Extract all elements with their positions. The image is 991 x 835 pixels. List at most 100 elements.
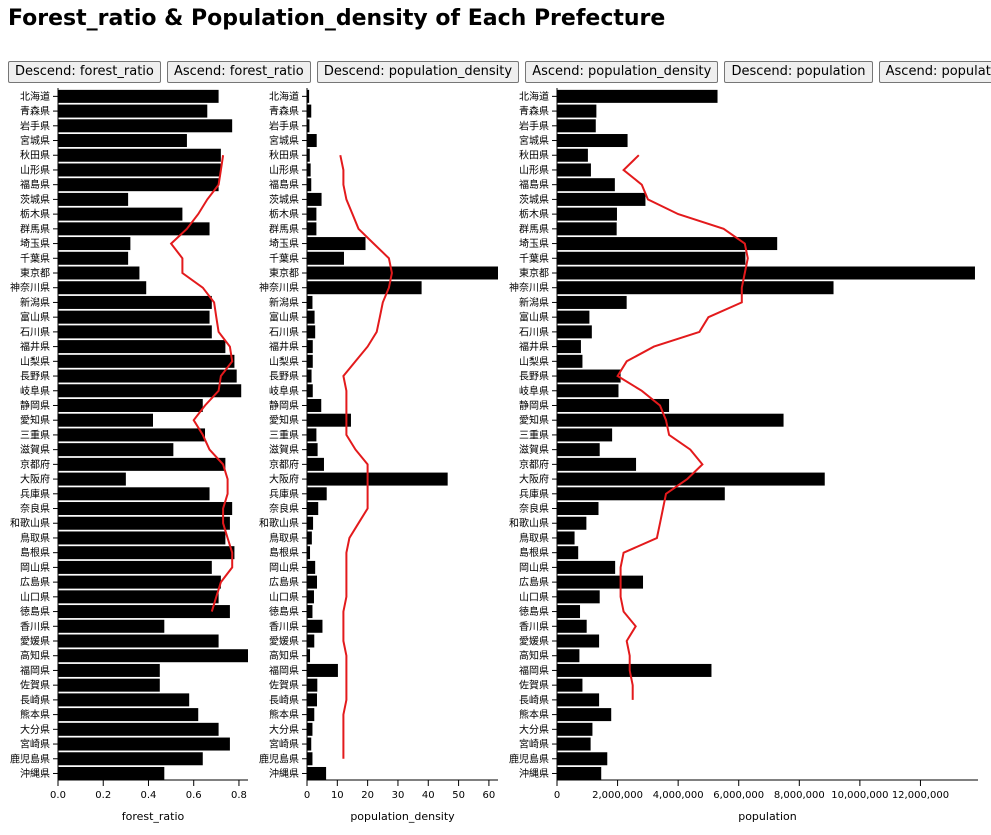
- y-tick-label: 鳥取県: [20, 531, 50, 544]
- y-tick-label: 長崎県: [519, 693, 549, 706]
- y-tick-label: 新潟県: [519, 296, 549, 309]
- bar: [307, 281, 422, 295]
- bar: [307, 178, 312, 192]
- y-tick-label: 千葉県: [20, 252, 50, 265]
- bar: [307, 89, 310, 103]
- bar: [58, 237, 131, 251]
- bar: [307, 605, 313, 619]
- descend-forest-ratio-button[interactable]: Descend: forest_ratio: [8, 60, 161, 83]
- bar: [557, 104, 597, 118]
- y-tick-label: 宮城県: [519, 134, 549, 147]
- ascend-population-button[interactable]: Ascend: population: [878, 60, 991, 83]
- x-axis-label: population_density: [350, 810, 455, 823]
- y-tick-label: 岐阜県: [20, 384, 50, 397]
- bar: [58, 281, 147, 295]
- bar: [58, 384, 242, 398]
- y-tick-label: 東京都: [269, 267, 299, 280]
- bar: [307, 428, 317, 442]
- y-tick-label: 京都府: [269, 458, 299, 471]
- y-tick-label: 福島県: [519, 178, 549, 191]
- trend-line: [169, 155, 234, 612]
- bar: [307, 222, 317, 236]
- y-tick-label: 福井県: [20, 340, 50, 353]
- y-tick-label: 福岡県: [519, 664, 549, 677]
- trend-line: [339, 154, 393, 759]
- bar: [307, 134, 317, 148]
- y-tick-label: 山梨県: [20, 355, 50, 368]
- x-tick-label: 8,000,000: [774, 790, 825, 801]
- bar: [557, 310, 590, 324]
- y-tick-label: 滋賀県: [20, 443, 50, 456]
- y-tick-label: 熊本県: [20, 708, 50, 721]
- y-tick-label: 青森県: [519, 105, 549, 118]
- x-tick-label: 50: [452, 790, 465, 801]
- bar: [307, 531, 312, 545]
- y-tick-label: 沖縄県: [519, 767, 549, 780]
- y-tick-label: 兵庫県: [519, 487, 549, 500]
- y-tick-label: 京都府: [519, 458, 549, 471]
- y-tick-label: 茨城県: [519, 193, 549, 206]
- bar: [557, 722, 593, 736]
- y-tick-label: 奈良県: [20, 502, 50, 515]
- bar: [307, 266, 498, 280]
- bar: [557, 384, 619, 398]
- bar: [58, 207, 183, 221]
- bar: [58, 134, 187, 148]
- y-tick-label: 群馬県: [20, 222, 50, 235]
- bar: [58, 472, 126, 486]
- chart-panel-2: 北海道青森県岩手県宮城県秋田県山形県福島県茨城県栃木県群馬県埼玉県千葉県東京都神…: [509, 88, 978, 823]
- bar: [307, 590, 314, 604]
- y-tick-label: 群馬県: [269, 222, 299, 235]
- bar: [307, 693, 318, 707]
- y-tick-label: 山口県: [519, 591, 549, 603]
- bar: [557, 251, 746, 265]
- y-tick-label: 佐賀県: [20, 680, 50, 692]
- y-tick-label: 佐賀県: [269, 680, 299, 692]
- bar: [557, 398, 670, 412]
- y-tick-label: 山形県: [519, 164, 549, 176]
- bar: [557, 546, 579, 560]
- y-tick-label: 北海道: [20, 90, 50, 103]
- y-tick-label: 香川県: [269, 621, 299, 633]
- bar: [58, 222, 210, 236]
- y-tick-label: 福岡県: [269, 664, 299, 677]
- y-tick-label: 高知県: [20, 649, 50, 662]
- y-tick-label: 大分県: [20, 723, 50, 736]
- y-tick-label: 千葉県: [269, 252, 299, 265]
- descend-population-button[interactable]: Descend: population: [724, 60, 873, 83]
- y-tick-label: 滋賀県: [269, 443, 299, 456]
- y-tick-label: 宮崎県: [269, 738, 299, 751]
- y-tick-label: 鹿児島県: [259, 752, 299, 765]
- trend-line: [616, 154, 749, 700]
- y-tick-label: 栃木県: [20, 208, 50, 221]
- y-tick-label: 秋田県: [519, 149, 549, 162]
- descend-population-density-button[interactable]: Descend: population_density: [316, 60, 520, 83]
- y-tick-label: 青森県: [269, 105, 299, 118]
- bar: [557, 354, 583, 368]
- x-tick-label: 0.0: [50, 790, 66, 801]
- bar: [557, 693, 600, 707]
- y-tick-label: 北海道: [269, 90, 299, 103]
- bar: [307, 457, 324, 471]
- y-tick-label: 島根県: [269, 546, 299, 559]
- y-tick-label: 高知県: [269, 649, 299, 662]
- bar: [307, 251, 344, 265]
- sort-controls: Descend: forest_ratio Ascend: forest_rat…: [8, 60, 991, 83]
- y-tick-label: 奈良県: [269, 502, 299, 515]
- y-tick-label: 大阪府: [269, 473, 299, 486]
- ascend-population-density-button[interactable]: Ascend: population_density: [525, 60, 719, 83]
- y-tick-label: 広島県: [519, 576, 549, 589]
- bar: [58, 369, 237, 383]
- bar: [58, 266, 140, 280]
- y-tick-label: 福岡県: [20, 664, 50, 677]
- bar: [307, 148, 310, 162]
- y-tick-label: 秋田県: [20, 149, 50, 162]
- x-tick-label: 6,000,000: [713, 790, 764, 801]
- bar: [58, 428, 206, 442]
- y-tick-label: 香川県: [20, 621, 50, 633]
- bar: [307, 398, 322, 412]
- ascend-forest-ratio-button[interactable]: Ascend: forest_ratio: [166, 60, 311, 83]
- y-tick-label: 和歌山県: [10, 517, 50, 530]
- y-tick-label: 岐阜県: [519, 384, 549, 397]
- y-tick-label: 岐阜県: [269, 384, 299, 397]
